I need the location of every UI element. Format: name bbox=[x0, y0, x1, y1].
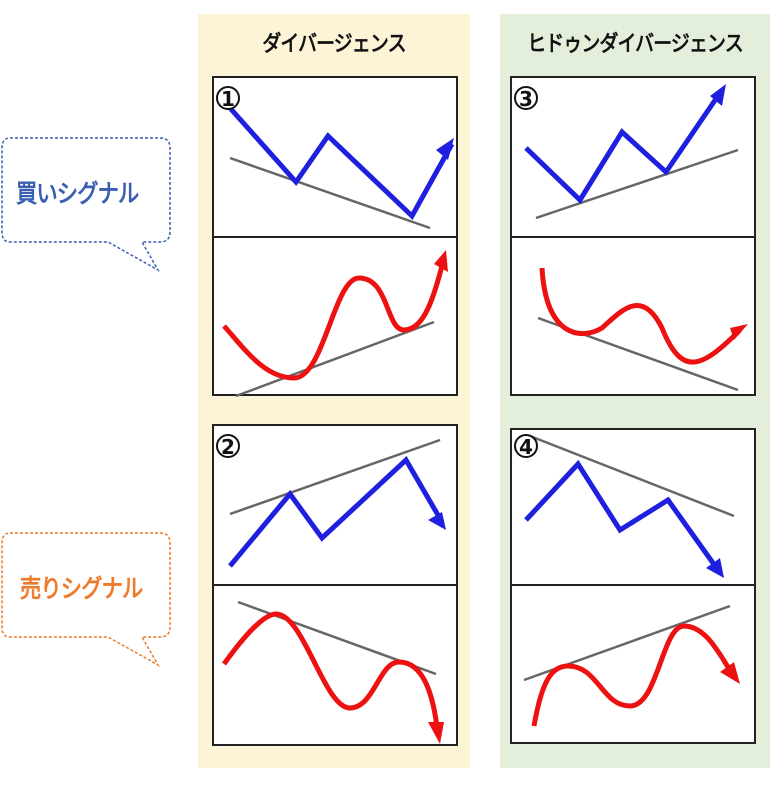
panel-divider bbox=[512, 584, 754, 586]
panel-divider bbox=[214, 236, 456, 238]
price-arrowhead bbox=[710, 84, 726, 106]
price-arrowhead bbox=[706, 558, 724, 578]
panel-number-1: 1 bbox=[216, 86, 240, 110]
panel-divider bbox=[214, 584, 456, 586]
support-trendline bbox=[535, 148, 739, 220]
price-line bbox=[524, 88, 725, 204]
oscillator-trendline bbox=[235, 320, 435, 398]
oscillator-arrowhead bbox=[720, 662, 740, 684]
sell-signal-callout: 売りシグナル bbox=[0, 525, 178, 795]
panel-number-4: 4 bbox=[514, 434, 538, 458]
panel-number-3: 3 bbox=[514, 86, 538, 110]
resistance-trendline bbox=[229, 438, 441, 516]
resistance-trendline bbox=[529, 434, 735, 518]
oscillator-line bbox=[531, 623, 737, 727]
oscillator-line bbox=[539, 267, 742, 365]
panel-1-bullish-divergence: 1 bbox=[212, 76, 458, 398]
panel-number-2: 2 bbox=[216, 434, 240, 458]
price-line bbox=[228, 456, 445, 568]
price-line bbox=[228, 106, 455, 221]
buy-signal-callout: 買いシグナル bbox=[0, 130, 178, 400]
panel-4-hidden-bearish-divergence: 4 bbox=[510, 428, 756, 744]
oscillator-line bbox=[221, 611, 441, 737]
price-arrowhead bbox=[436, 138, 454, 160]
panel-3-hidden-bullish-divergence: 3 bbox=[510, 76, 756, 396]
panel-divider bbox=[512, 236, 754, 238]
hidden-divergence-title: ヒドゥンダイバージェンス bbox=[527, 32, 743, 57]
panel-2-bearish-divergence: 2 bbox=[212, 424, 458, 746]
support-trendline bbox=[229, 156, 431, 230]
price-arrowhead bbox=[428, 512, 446, 530]
oscillator-arrowhead bbox=[730, 324, 748, 340]
oscillator-arrowhead bbox=[434, 250, 448, 272]
price-line bbox=[524, 459, 721, 572]
divergence-title: ダイバージェンス bbox=[262, 32, 406, 57]
oscillator-arrowhead bbox=[428, 722, 444, 744]
buy-signal-label: 買いシグナル bbox=[16, 179, 139, 208]
oscillator-line bbox=[222, 257, 447, 381]
sell-signal-label: 売りシグナル bbox=[20, 574, 143, 603]
